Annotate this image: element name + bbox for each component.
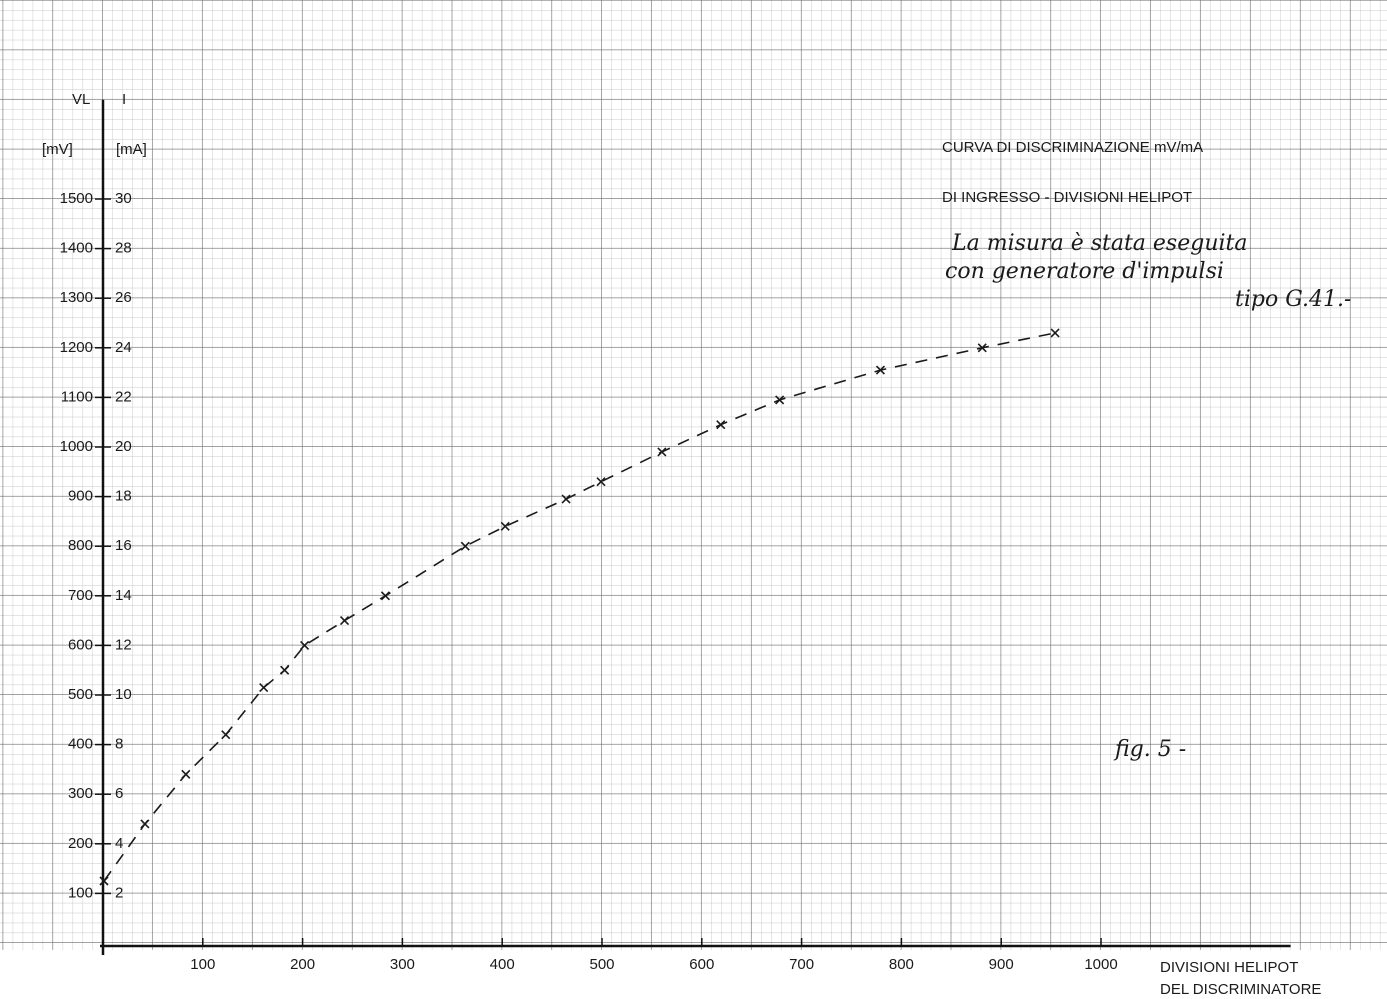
y2-axis-unit: [mV] [42, 141, 73, 158]
x-tick-label: 100 [190, 956, 215, 973]
figure-label: fig. 5 - [1113, 737, 1186, 762]
y-tick-label: 30 [115, 190, 132, 207]
data-point [1050, 328, 1060, 338]
annotation: con generatore d'impulsi [945, 259, 1224, 284]
x-axis-label: DIVISIONI HELIPOT [1160, 959, 1298, 976]
x-tick-label: 900 [989, 956, 1014, 973]
y-tick-label: 12 [115, 636, 132, 653]
x-tick-label: 400 [490, 956, 515, 973]
data-point [875, 365, 886, 375]
y2-tick-label: 900 [68, 488, 93, 505]
data-point [221, 730, 231, 740]
data-point [280, 665, 290, 675]
x-tick-label: 700 [789, 956, 814, 973]
x-tick-label: 200 [290, 956, 315, 973]
data-point [380, 591, 390, 601]
data-point [716, 420, 726, 430]
data-point [181, 769, 191, 779]
x-tick-label: 1000 [1084, 956, 1117, 973]
data-point [775, 395, 785, 405]
x-axis-label: DEL DISCRIMINATORE [1160, 981, 1321, 998]
y2-tick-label: 1300 [60, 289, 93, 306]
y-tick-label: 10 [115, 686, 132, 703]
y2-tick-label: 700 [68, 587, 93, 604]
y-tick-label: 22 [115, 388, 132, 405]
y-tick-label: 16 [115, 537, 132, 554]
y-tick-label: 2 [115, 884, 123, 901]
y2-tick-label: 1100 [61, 388, 93, 405]
y-tick-label: 4 [115, 835, 123, 852]
y2-tick-label: 1000 [60, 438, 93, 455]
y-axis-label: I [122, 91, 126, 108]
y-tick-label: 18 [115, 488, 132, 505]
data-point [460, 541, 470, 551]
x-tick-label: 600 [689, 956, 714, 973]
y2-tick-label: 500 [68, 686, 93, 703]
y2-tick-label: 400 [68, 736, 93, 753]
y-tick-label: 14 [115, 587, 132, 604]
data-point [977, 343, 987, 353]
data-point [500, 521, 510, 531]
y2-tick-label: 1400 [60, 240, 93, 257]
data-point [339, 616, 350, 626]
y-axis-unit: [mA] [116, 141, 147, 158]
y2-tick-label: 200 [68, 835, 93, 852]
y-tick-label: 24 [115, 339, 132, 356]
annotation: La misura è stata eseguita [951, 231, 1248, 256]
graph-paper [0, 0, 1387, 950]
data-point [99, 876, 109, 886]
y-tick-label: 6 [115, 785, 123, 802]
data-point [140, 819, 150, 829]
y2-tick-label: 100 [68, 884, 93, 901]
x-tick-label: 800 [889, 956, 914, 973]
x-tick-label: 500 [589, 956, 614, 973]
data-point [561, 494, 571, 504]
annotation: DI INGRESSO - DIVISIONI HELIPOT [942, 189, 1192, 206]
y2-tick-label: 1200 [60, 339, 93, 356]
y2-tick-label: 1500 [60, 190, 93, 207]
x-tick-label: 300 [390, 956, 415, 973]
annotation: tipo G.41.- [1235, 287, 1351, 312]
annotation: CURVA DI DISCRIMINAZIONE mV/mA [942, 139, 1203, 156]
y2-tick-label: 800 [68, 537, 93, 554]
data-point [259, 682, 269, 693]
data-point [657, 447, 667, 457]
y2-tick-label: 600 [68, 636, 93, 653]
y-tick-label: 28 [115, 240, 132, 257]
y-tick-label: 20 [115, 438, 132, 455]
y-tick-label: 26 [115, 289, 132, 306]
y2-tick-label: 300 [68, 785, 93, 802]
y2-axis-label: VL [72, 91, 90, 108]
data-point [300, 640, 310, 650]
data-point [596, 477, 606, 487]
y-tick-label: 8 [115, 736, 123, 753]
